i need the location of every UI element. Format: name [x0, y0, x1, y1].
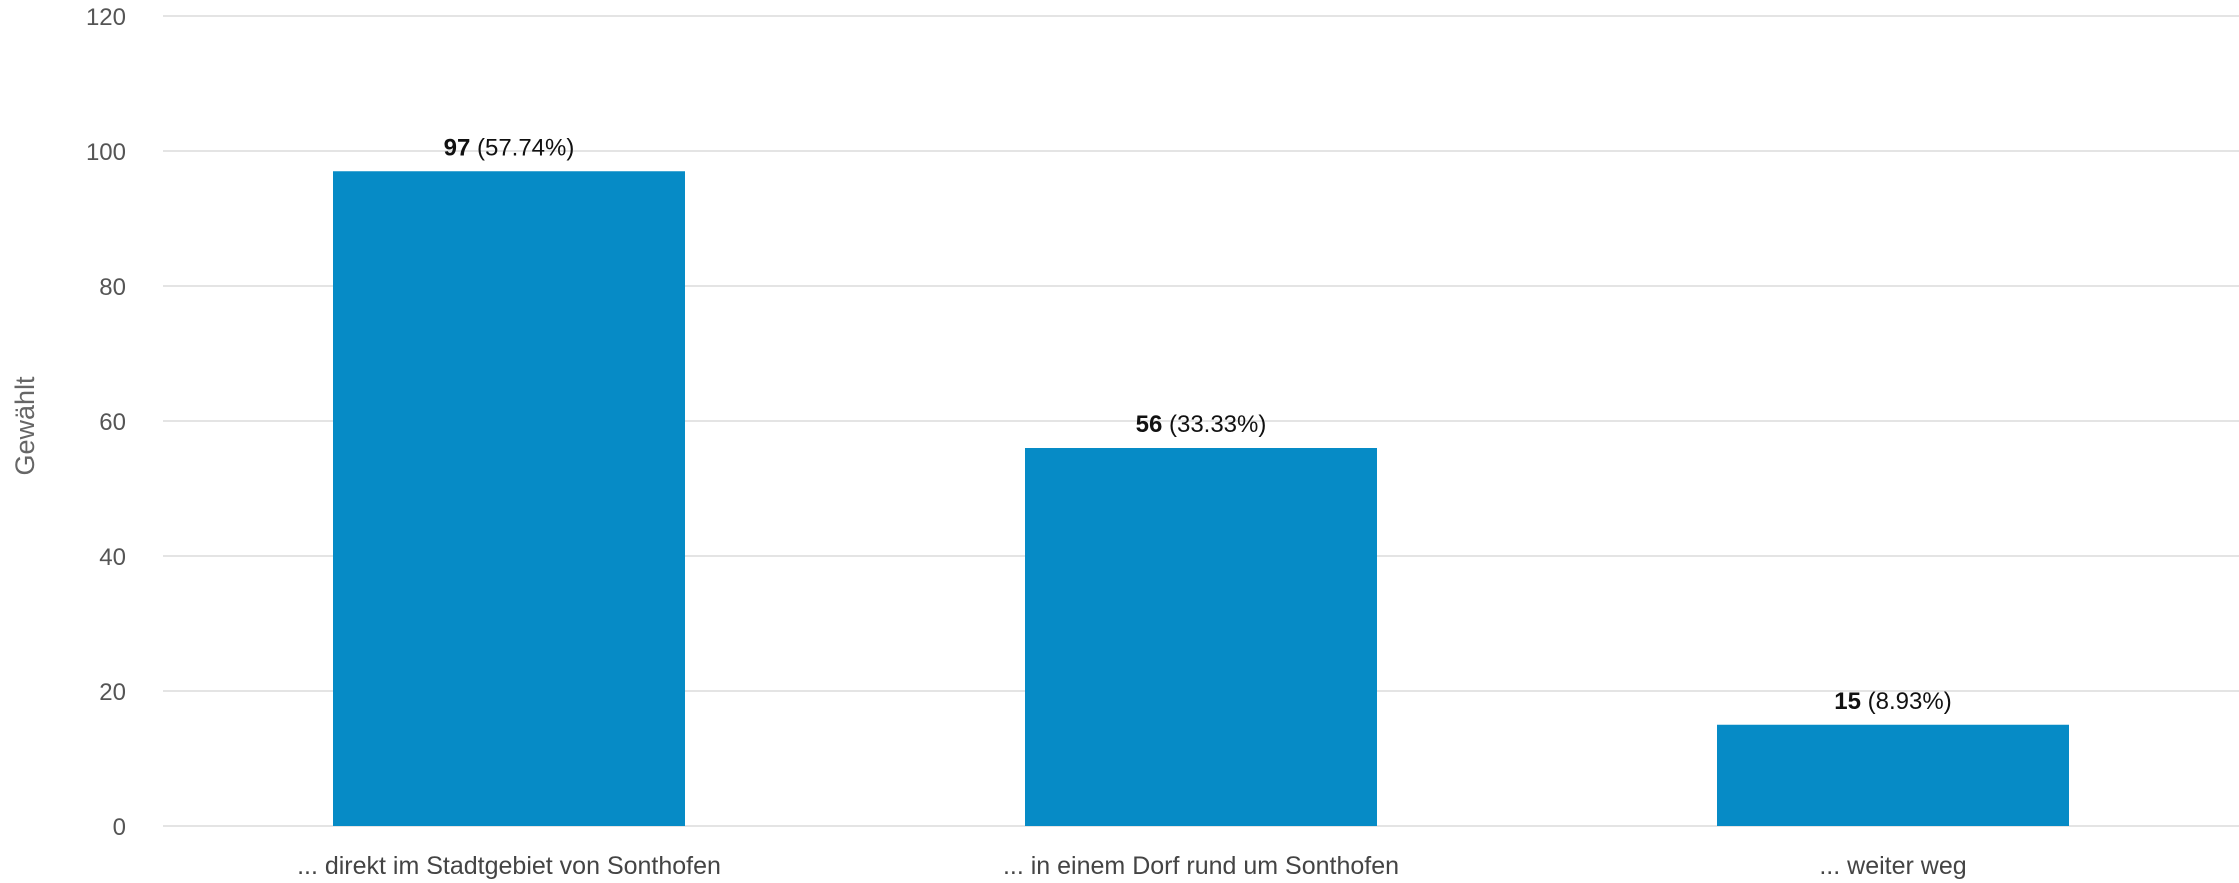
bar-data-label: 56 (33.33%) [1136, 411, 1267, 438]
y-axis-ticks: 0 20 40 60 80 100 120 [86, 4, 126, 841]
bar-value: 15 [1834, 688, 1861, 715]
bar-percent: (57.74%) [470, 134, 574, 161]
bar-value: 56 [1136, 411, 1163, 438]
bar[interactable] [1717, 724, 2069, 826]
x-category-label: ... direkt im Stadtgebiet von Sonthofen [297, 852, 721, 880]
y-tick-label: 0 [113, 814, 126, 841]
x-category-label: ... weiter weg [1819, 852, 1966, 880]
y-axis-title: Gewählt [10, 376, 40, 476]
y-tick-label: 100 [86, 139, 126, 166]
y-tick-label: 80 [99, 274, 126, 301]
bar-percent: (8.93%) [1861, 688, 1952, 715]
bar-value: 97 [444, 134, 471, 161]
bar-data-label: 97 (57.74%) [444, 134, 575, 161]
y-tick-label: 40 [99, 544, 126, 571]
bar[interactable] [1025, 448, 1377, 826]
y-tick-label: 60 [99, 409, 126, 436]
y-tick-label: 20 [99, 679, 126, 706]
x-axis-categories: ... direkt im Stadtgebiet von Sonthofen.… [297, 852, 1967, 880]
bar[interactable] [333, 171, 685, 826]
data-labels: 97 (57.74%) 56 (33.33%) 15 (8.93%) [444, 134, 1952, 715]
bar-data-label: 15 (8.93%) [1834, 688, 1951, 715]
bar-percent: (33.33%) [1162, 411, 1266, 438]
y-tick-label: 120 [86, 4, 126, 31]
bars [333, 171, 2069, 826]
x-category-label: ... in einem Dorf rund um Sonthofen [1003, 852, 1399, 880]
